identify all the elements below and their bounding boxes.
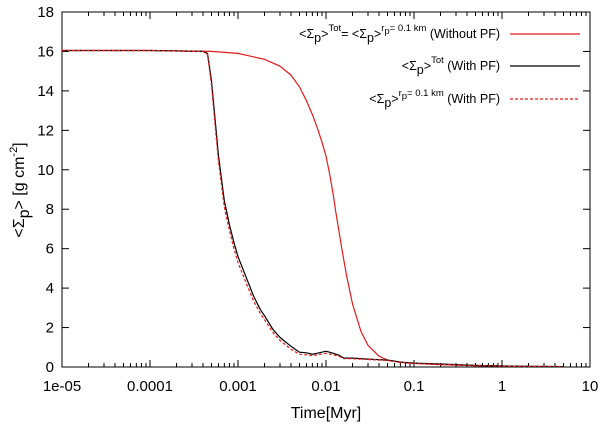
y-tick-label: 16 — [37, 43, 54, 60]
y-tick-label: 18 — [37, 4, 54, 21]
x-axis-label: Time[Myr] — [291, 405, 362, 422]
plot-area-frame — [61, 11, 591, 368]
y-tick-label: 2 — [46, 320, 54, 337]
x-tick-label: 0.0001 — [127, 378, 173, 395]
legend: <Σp>Tot= <Σp>rp= 0.1 km (Without PF) <Σp>… — [299, 23, 580, 110]
x-tick-label: 0.01 — [311, 378, 340, 395]
legend-label-2: <Σp>Tot (With PF) — [402, 55, 500, 77]
x-tick-label: 1 — [498, 378, 506, 395]
x-tick-label: 0.001 — [219, 378, 257, 395]
series-line-3 — [62, 49, 564, 367]
y-tick-label: 6 — [46, 241, 54, 258]
y-tick-label: 14 — [37, 83, 54, 100]
y-tick-label: 8 — [46, 201, 54, 218]
y-tick-label: 10 — [37, 162, 54, 179]
series-layer — [62, 49, 564, 367]
y-axis-label: <Σp> [g cm-2] — [8, 142, 33, 237]
x-tick-label: 0.1 — [404, 378, 425, 395]
x-tick-label: 1e-05 — [43, 378, 81, 395]
legend-label-3: <Σp>rp= 0.1 km (With PF) — [369, 88, 500, 110]
x-tick-label: 10 — [582, 378, 599, 395]
axis-ticks: 0 2 4 6 8 10 12 14 16 18 1e-05 0.0001 0.001 0.01 0.1 1 1… — [37, 4, 598, 395]
y-tick-label: 0 — [46, 359, 54, 376]
y-tick-label: 12 — [37, 122, 54, 139]
y-tick-label: 4 — [46, 280, 54, 297]
legend-label-1: <Σp>Tot= <Σp>rp= 0.1 km (Without PF) — [299, 23, 500, 45]
